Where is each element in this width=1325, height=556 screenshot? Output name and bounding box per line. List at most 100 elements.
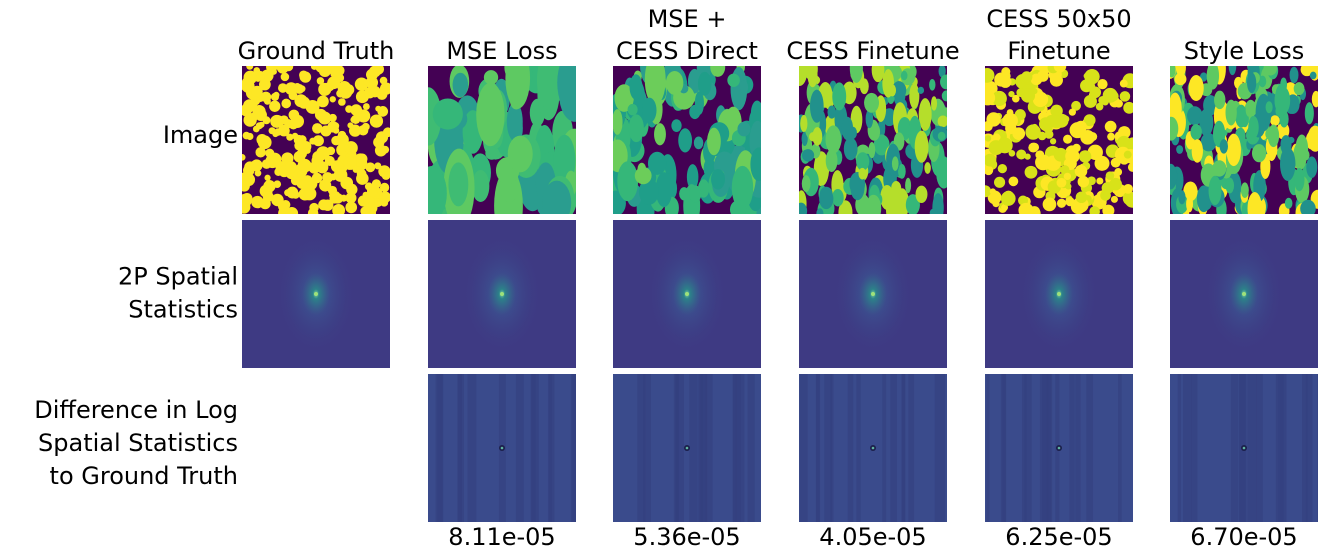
- stripe: [939, 374, 946, 522]
- stripe: [856, 374, 861, 522]
- blob: [868, 122, 881, 141]
- blob: [357, 195, 370, 207]
- image-panel: [242, 66, 390, 214]
- blob: [366, 187, 378, 198]
- blob: [1020, 88, 1036, 103]
- blob: [274, 167, 283, 176]
- blob: [1018, 202, 1034, 214]
- blob: [285, 207, 299, 214]
- blob: [905, 194, 920, 214]
- blob: [816, 208, 824, 214]
- stripe: [515, 374, 524, 522]
- stripe: [986, 374, 990, 522]
- blob: [281, 98, 292, 109]
- blob: [337, 207, 345, 214]
- blob: [985, 135, 992, 142]
- blob: [1123, 183, 1133, 194]
- blob: [1087, 144, 1103, 160]
- blob: [997, 163, 1008, 174]
- blob: [1050, 104, 1063, 118]
- blob: [273, 91, 280, 99]
- blob: [1030, 73, 1043, 86]
- blob: [1049, 138, 1057, 145]
- blob: [1191, 139, 1203, 163]
- blob: [654, 123, 666, 146]
- blob: [1105, 171, 1115, 180]
- blob: [1127, 162, 1133, 172]
- stripe: [643, 374, 651, 522]
- blob: [374, 144, 387, 157]
- stripe: [747, 374, 755, 522]
- blob: [1293, 82, 1305, 96]
- blob: [627, 103, 638, 116]
- blob: [1178, 190, 1186, 205]
- blob: [994, 176, 1006, 188]
- blob: [1289, 66, 1299, 84]
- blob: [1108, 91, 1119, 102]
- blob: [917, 86, 925, 94]
- blob: [850, 105, 863, 134]
- blob: [298, 187, 312, 201]
- blob: [1037, 131, 1047, 141]
- blob: [1095, 102, 1104, 111]
- blob: [1080, 130, 1095, 145]
- blob: [1083, 94, 1097, 108]
- blob: [1000, 191, 1016, 206]
- stripe: [815, 374, 821, 522]
- blob: [992, 199, 1000, 208]
- row-label: Image: [163, 121, 238, 149]
- blob: [284, 161, 297, 174]
- blob: [1096, 177, 1104, 185]
- blob: [257, 135, 272, 150]
- blob: [991, 90, 1007, 107]
- blob: [261, 69, 274, 82]
- blob: [693, 136, 704, 150]
- blob: [1053, 66, 1067, 73]
- blob: [1119, 79, 1128, 88]
- blob: [1270, 115, 1280, 126]
- stripe: [1305, 374, 1313, 522]
- row-label: 2P Spatial: [118, 263, 238, 291]
- blob: [1075, 191, 1088, 204]
- blob: [1190, 124, 1202, 140]
- blob: [882, 108, 897, 127]
- blob: [485, 146, 499, 160]
- blob: [381, 170, 390, 180]
- blob: [1002, 112, 1018, 129]
- stripe: [460, 374, 464, 522]
- blob: [1083, 72, 1091, 80]
- stripe: [1086, 374, 1094, 522]
- stripe: [705, 374, 713, 522]
- blob: [363, 79, 370, 86]
- row-label: Spatial Statistics: [38, 429, 238, 457]
- blob: [448, 162, 469, 207]
- stripe: [1069, 374, 1075, 522]
- blob: [363, 86, 376, 99]
- blob: [686, 164, 699, 190]
- blob: [242, 78, 255, 93]
- blob: [1267, 124, 1280, 148]
- blob: [328, 113, 337, 122]
- blob: [858, 167, 867, 180]
- blob: [711, 168, 726, 190]
- column-title: CESS Direct: [616, 37, 758, 65]
- blob: [321, 66, 328, 70]
- blob: [812, 127, 823, 146]
- blob: [865, 194, 882, 214]
- blob: [941, 90, 947, 102]
- center: [871, 292, 875, 296]
- blob: [483, 70, 499, 85]
- blob: [1089, 86, 1102, 99]
- blob: [634, 166, 652, 185]
- blob: [262, 191, 274, 202]
- blob: [1225, 99, 1237, 126]
- blob: [251, 85, 263, 97]
- blob: [929, 78, 936, 91]
- blob: [1012, 127, 1026, 141]
- stripe: [1021, 374, 1027, 522]
- blob: [807, 66, 818, 88]
- blob: [628, 114, 644, 143]
- blob: [506, 102, 523, 142]
- blob: [647, 151, 667, 175]
- stripe: [824, 374, 832, 522]
